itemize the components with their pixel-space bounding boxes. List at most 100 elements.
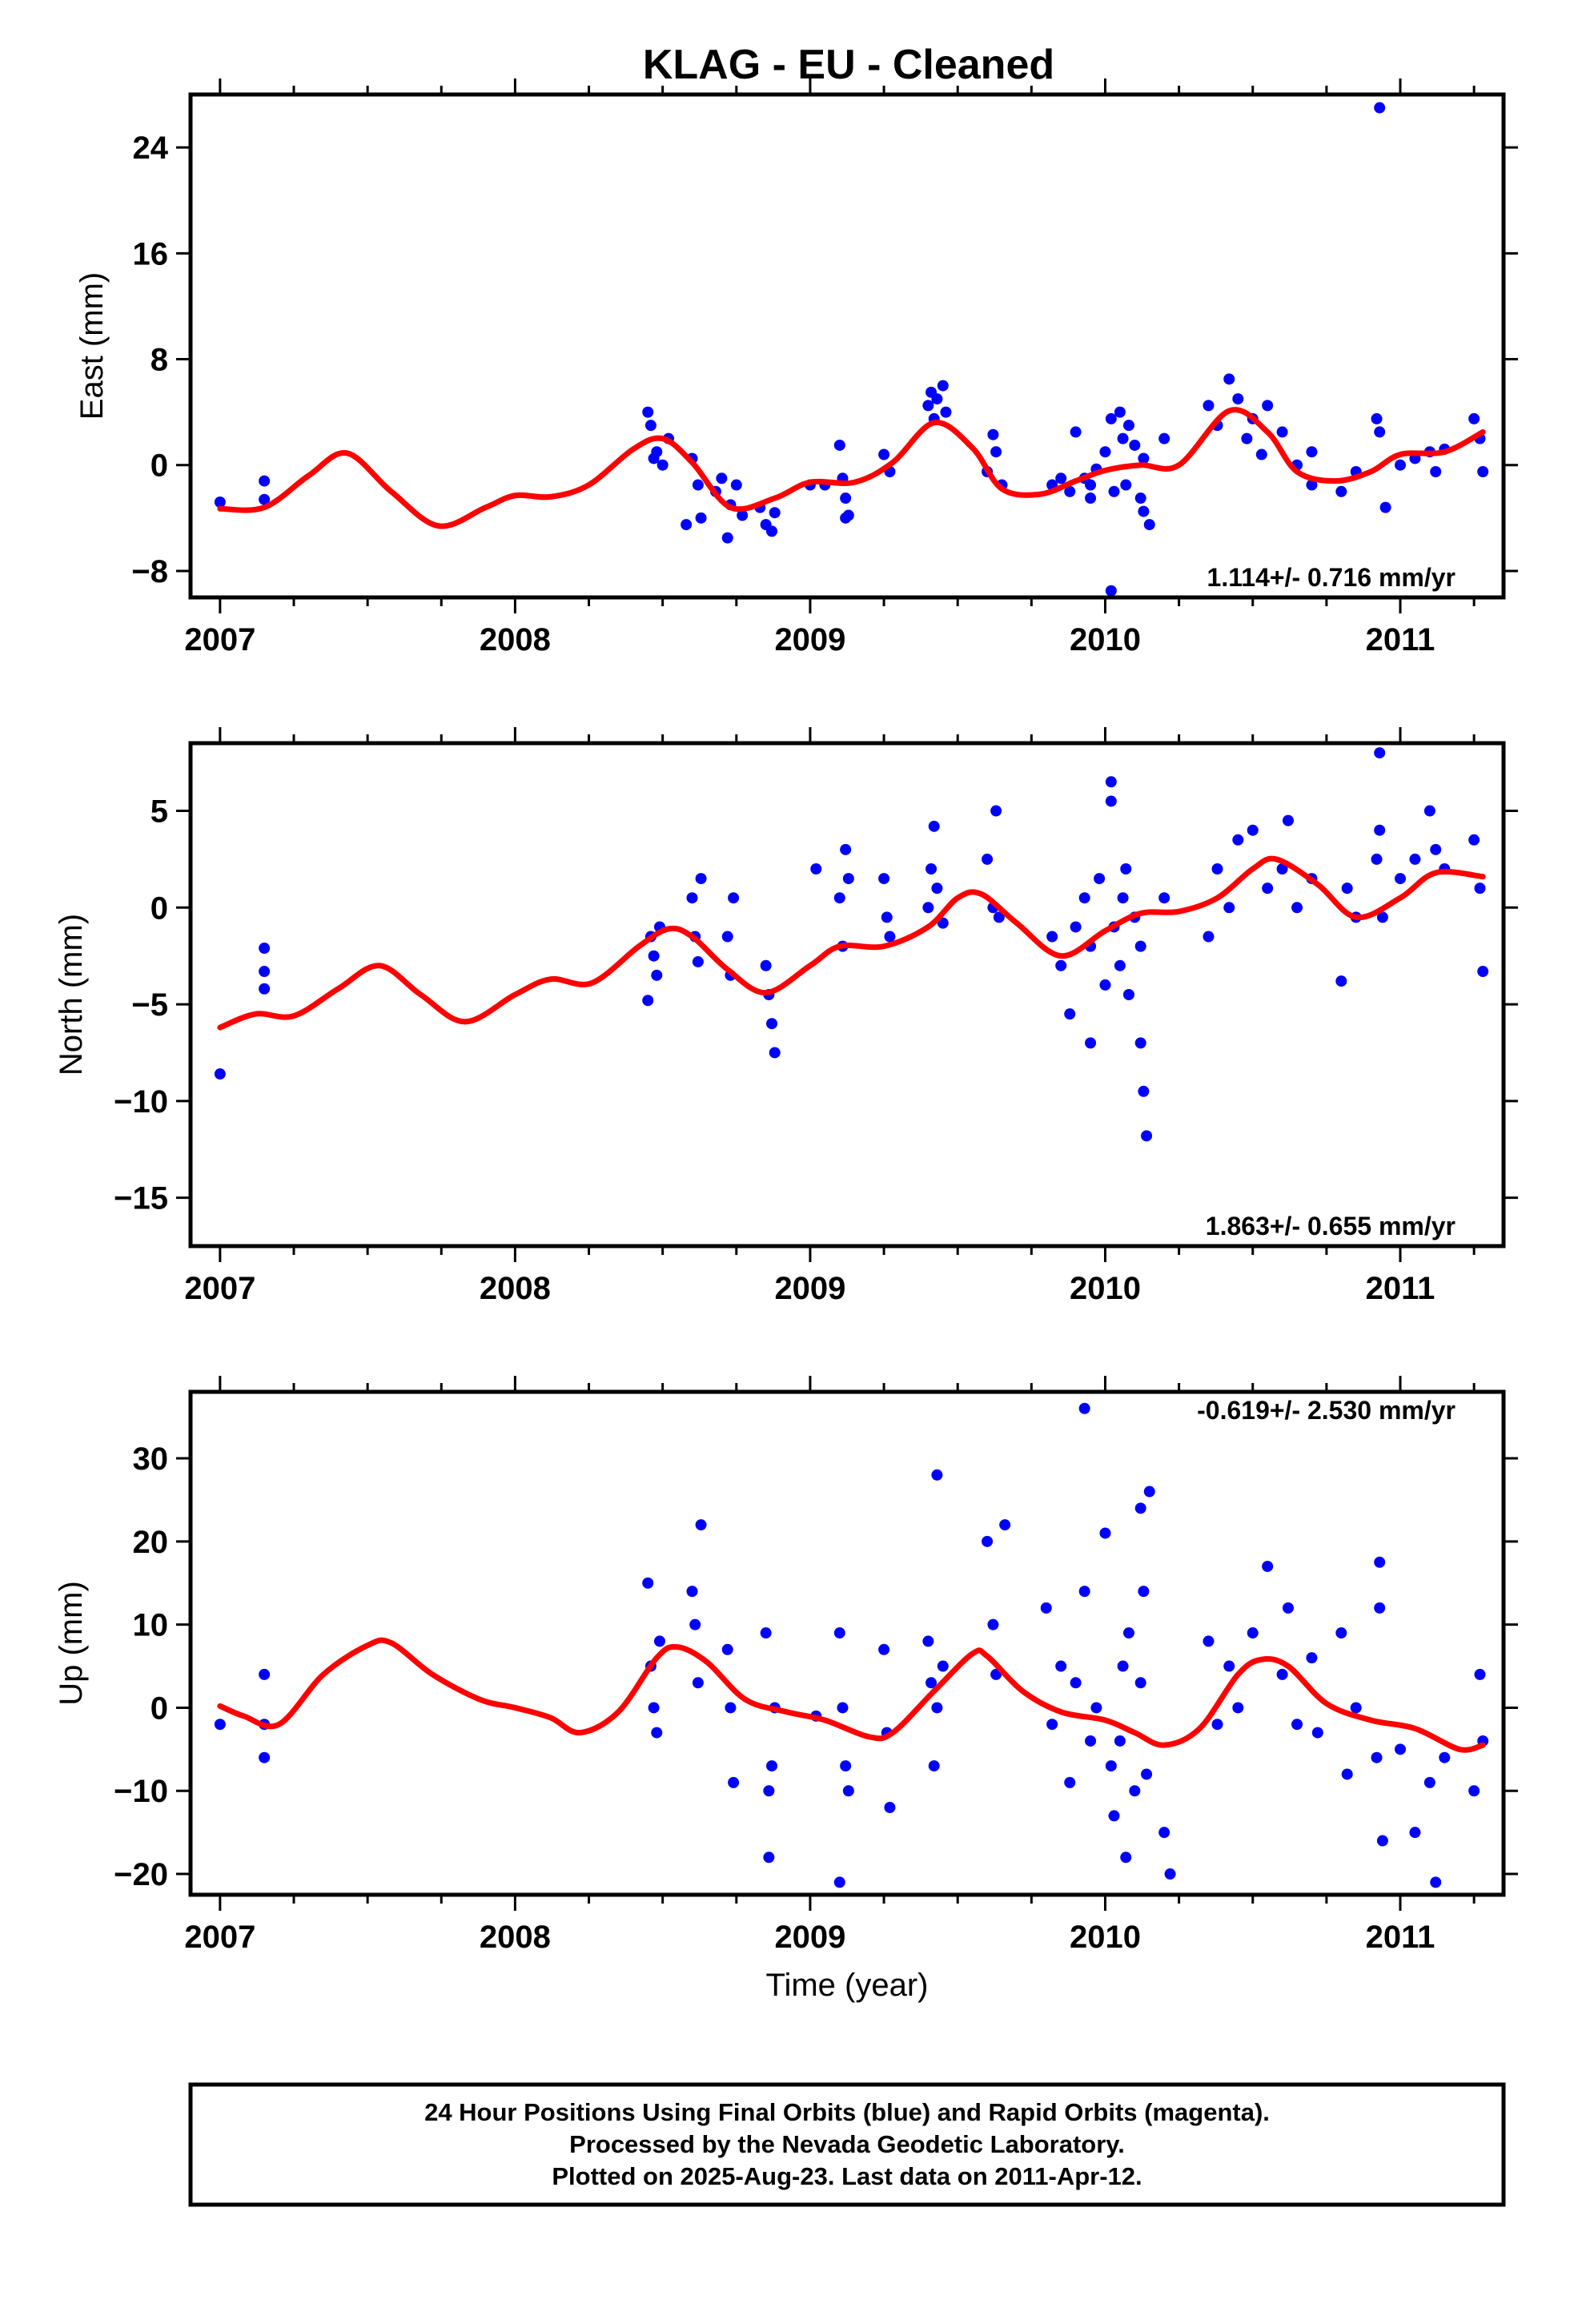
north-data-point [833,892,845,904]
up-y-tick-label: −10 [114,1774,168,1809]
north-data-point [1409,853,1421,865]
up-data-point [1376,1835,1388,1847]
east-data-point [721,532,733,544]
up-y-tick-label: 20 [133,1525,169,1560]
up-y-tick-label: 0 [151,1691,168,1726]
up-data-point [1374,1556,1386,1568]
up-data-point [1120,1852,1132,1864]
up-data-point [1070,1677,1082,1689]
east-panel-frame [188,92,1506,600]
east-data-point [1129,439,1141,451]
up-data-point [1164,1868,1176,1880]
east-data-point [1117,432,1129,444]
east-data-point [1122,420,1134,432]
north-data-point [1203,931,1215,943]
east-data-point [766,525,778,537]
up-data-point [999,1519,1011,1531]
up-data-point [1203,1635,1215,1647]
east-data-point [1232,393,1244,405]
east-data-point [1085,479,1097,491]
up-data-point [1122,1627,1134,1639]
east-data-point [1158,432,1170,444]
up-data-point [1105,1760,1117,1772]
north-data-point [1046,931,1058,943]
east-data-point [1335,485,1347,497]
up-data-point [1064,1776,1076,1788]
east-data-point [656,459,669,471]
up-data-point [1158,1827,1170,1839]
north-data-point [1138,1085,1150,1097]
east-data-point [1055,472,1067,485]
north-data-point [686,892,698,904]
east-data-point [1114,406,1126,418]
up-data-point [1474,1668,1486,1680]
east-data-point [769,507,781,519]
north-data-point [1474,883,1486,895]
east-data-point [1105,412,1117,424]
east-data-point [681,519,693,531]
north-data-point [1078,892,1090,904]
up-data-point [763,1785,775,1797]
north-data-point [1055,959,1067,971]
footer-box [188,2082,1506,2207]
north-data-point [1223,902,1235,914]
east-x-tick-label: 2007 [184,622,255,657]
north-data-point [1262,883,1274,895]
up-data-point [1117,1660,1129,1672]
footer-line-1: 24 Hour Positions Using Final Orbits (bl… [424,2098,1270,2126]
north-panel: −15 −10 −5 0 5 2007 2008 2009 2010 2011 [114,727,1518,1306]
east-data-point [1105,585,1117,597]
north-data-point [1134,940,1146,952]
east-data-point [922,400,934,412]
up-data-point [725,1702,737,1714]
north-data-point [1371,853,1383,865]
east-data-point [1203,400,1215,412]
north-data-point [937,917,949,929]
up-data-point [692,1677,704,1689]
up-data-point [1085,1735,1097,1747]
north-y-tick-label: −5 [131,987,168,1023]
up-data-point [721,1643,733,1655]
up-data-point [931,1702,943,1714]
up-y-tick-label: 30 [133,1441,169,1477]
up-y-tick-label: 10 [133,1608,169,1643]
east-data-point [651,446,663,458]
up-data-point [1439,1751,1451,1763]
up-data-point [1291,1719,1303,1731]
east-data-point [259,475,271,487]
east-y-tick-label: 8 [151,343,168,378]
east-data-point [1143,519,1155,531]
east-data-point [1374,426,1386,438]
north-data-point [884,931,896,943]
east-data-point [1477,466,1489,477]
up-data-point [728,1776,740,1788]
east-data-point [878,448,890,460]
east-data-point [1223,373,1235,385]
north-data-point [1122,989,1134,1000]
north-data-point [721,931,733,943]
east-data-point [1395,459,1407,471]
north-data-point [1374,824,1386,836]
up-data-point [1247,1627,1259,1639]
up-data-point [1090,1702,1102,1714]
north-data-point [982,853,994,865]
east-data-point [1371,412,1383,424]
north-data-point [259,983,271,995]
up-data-point [695,1519,707,1531]
north-data-point [1064,1008,1076,1020]
east-data-point [1306,446,1318,458]
north-data-point [1341,883,1353,895]
north-data-point [881,911,893,923]
up-data-point [1143,1486,1155,1498]
up-data-point [642,1577,654,1589]
up-data-point [928,1760,940,1772]
chart-title: KLAG - EU - Cleaned [643,42,1054,88]
footer-line-3: Plotted on 2025-Aug-23. Last data on 201… [552,2162,1142,2190]
east-data-point [1255,448,1267,460]
north-data-point [259,966,271,978]
north-data-point [1120,863,1132,875]
up-data-point [982,1535,994,1547]
north-data-point [769,1047,781,1059]
north-data-point [695,873,707,885]
east-data [214,102,1489,597]
